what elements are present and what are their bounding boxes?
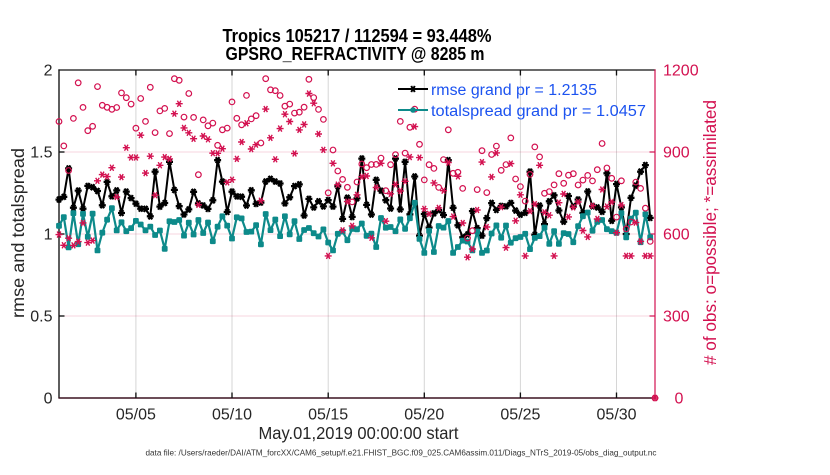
svg-text:2: 2 [44,63,53,80]
svg-text:1200: 1200 [663,63,699,80]
svg-text:May.01,2019 00:00:00 start: May.01,2019 00:00:00 start [259,423,459,443]
svg-text:0.5: 0.5 [30,309,52,326]
svg-text:# of obs: o=possible; *=assimi: # of obs: o=possible; *=assimilated [700,100,720,365]
svg-text:rmse grand pr = 1.2135: rmse grand pr = 1.2135 [431,82,597,99]
svg-text:data file: /Users/raeder/DAI/A: data file: /Users/raeder/DAI/ATM_forcXX/… [146,448,657,458]
svg-text:300: 300 [663,309,690,326]
svg-text:0: 0 [44,391,53,408]
svg-text:600: 600 [663,227,690,244]
svg-text:1.5: 1.5 [30,145,52,162]
svg-text:05/20: 05/20 [404,407,444,424]
svg-text:05/15: 05/15 [308,407,348,424]
svg-text:GPSRO_REFRACTIVITY @ 8285 m: GPSRO_REFRACTIVITY @ 8285 m [226,43,485,64]
svg-text:totalspread grand pr = 1.0457: totalspread grand pr = 1.0457 [431,103,646,120]
svg-text:Tropics 105217 / 112594 = 93.4: Tropics 105217 / 112594 = 93.448% [223,25,492,46]
svg-text:05/30: 05/30 [597,407,637,424]
svg-text:0: 0 [675,391,684,408]
svg-text:900: 900 [663,145,690,162]
svg-text:rmse and totalspread: rmse and totalspread [8,148,28,318]
svg-text:05/05: 05/05 [116,407,156,424]
svg-text:1: 1 [44,227,53,244]
svg-text:05/25: 05/25 [500,407,540,424]
svg-text:05/10: 05/10 [212,407,252,424]
